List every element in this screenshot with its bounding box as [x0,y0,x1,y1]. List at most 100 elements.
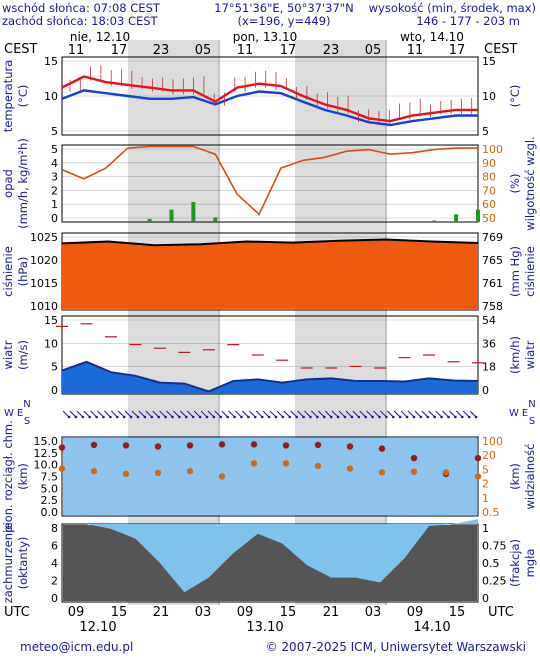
wind-arrow-head [171,415,174,419]
axis-label-right: wilgotność wzgl. [523,136,537,231]
wind-arrow-head [274,415,278,419]
compass-w-left: W [4,408,14,419]
wind-arrow [407,410,415,418]
compass-s-left: S [24,416,30,427]
cloud-top-point [218,441,226,448]
tick-label-right: 769 [482,231,503,244]
night-band-1 [295,40,385,605]
wind-arrow-head [364,415,368,419]
wind-arrow [400,410,408,418]
wind-arrow [221,410,229,418]
date-label-bottom: 14.10 [413,620,450,635]
tick-label-right: 36 [482,337,496,350]
wind-arrow [186,410,194,418]
wind-arrow-head [447,415,450,419]
footer-email-link[interactable]: meteo@icm.edu.pl [20,640,133,654]
wind-arrow-head [288,415,292,419]
hour-tick-bottom: 03 [365,605,382,620]
day-label-top: pon, 13.10 [233,30,298,44]
day-label-top: nie, 12.10 [70,30,130,44]
precip-bar [191,201,196,222]
wind-arrow-head [95,415,98,419]
wind-arrow [97,410,104,418]
wind-arrow-head [185,415,188,419]
wind-arrow-head [461,415,464,419]
tick-label-right: 5 [482,463,489,476]
tick-label-right: 60 [482,198,496,211]
precip-bar [476,209,480,222]
wind-arrow [76,410,84,418]
visibility-point [346,465,354,472]
wind-arrow [110,410,118,418]
cloud-top-point [346,443,354,450]
wind-arrow [345,410,353,418]
wind-arrow [117,410,125,418]
panel-cloudbase: pion. rozciągł. chm. (km) widzialność(km)1… [1,420,537,533]
tick-label-left: 3 [51,171,58,184]
visibility-point [122,470,130,478]
wind-arrow [366,410,373,418]
wind-arrow-head [157,415,160,419]
panel-frame [61,56,479,136]
tick-label-right: 80 [482,171,496,184]
tick-label-right: 100 [482,143,503,156]
cloud-top-point [58,444,66,451]
temp-mean-line [61,89,478,127]
hour-tick-bottom: 09 [237,605,254,620]
wind-arrow [469,410,477,418]
humidity-line [61,145,478,216]
wind-arrow [138,410,146,418]
wind-arrow [173,410,180,418]
wind-arrow [283,410,291,418]
tick-label-right: 765 [482,254,503,267]
wind-arrow [317,410,325,418]
tick-label-left: 2.5 [41,494,59,507]
wind-arrow [242,410,249,418]
tick-label-right: 20 [482,449,496,462]
tick-label-left: 5.0 [41,482,59,495]
top-tz-label-right: CEST [484,42,518,57]
wind-arrow [276,410,284,418]
tick-label-left: 0 [51,592,58,605]
night-band-0 [128,40,218,605]
tick-label-right: 0 [482,592,489,605]
tick-label-left: 5 [51,125,58,138]
wind-arrow [304,410,311,418]
hour-tick-top: 17 [111,43,128,58]
cloud-layer-fill [63,438,477,515]
tick-label-left: 15 [44,314,58,327]
sunset-text: zachód słońca: 18:03 CEST [2,14,159,28]
axis-label-left: opad [1,169,15,198]
visibility-point [58,465,66,472]
tick-label-right: 2 [482,478,489,491]
wind-arrow-head [474,415,478,419]
axis-label-right: ciśnienie [523,246,537,297]
wind-arrow-head [67,415,71,419]
wind-arrow [442,410,449,418]
tick-label-right: 54 [482,314,496,327]
wind-arrow-head [419,415,423,419]
compass-s-right: S [529,416,535,427]
wind-arrow [449,410,456,418]
wind-arrow-head [316,415,319,419]
wind-arrow [179,410,187,418]
wind-arrow [214,410,222,418]
wind-arrow-head [309,415,312,419]
wind-arrow [62,410,70,418]
temp-max-line [61,75,478,123]
tick-label-left: 0 [51,384,58,397]
wind-arrow [83,410,91,418]
tick-label-left: 1025 [30,231,58,244]
cloud-top-point [154,443,162,450]
wind-arrow-head [405,415,409,419]
wind-arrow [262,410,270,418]
panel-clouds: zachmurzenie (oktanty) mgła(frakcja) 8 6 4 2 0 1… [1,519,537,605]
wind-arrow [331,410,339,418]
wind-arrow [255,410,263,418]
tick-label-left: 2 [51,184,58,197]
wind-arrow-head [426,415,430,419]
footer-copyright: © 2007-2025 ICM, Uniwersytet Warszawski [266,640,526,654]
